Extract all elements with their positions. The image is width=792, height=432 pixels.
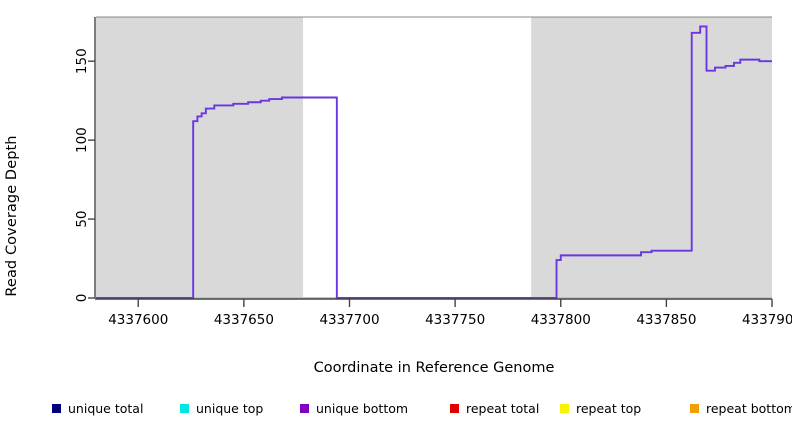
legend-item-unique-top: unique top — [180, 401, 263, 416]
legend-label: repeat bottom — [706, 400, 792, 416]
legend-swatch-icon — [560, 403, 569, 413]
x-tick-label: 4337900 — [742, 312, 792, 328]
legend-swatch-icon — [450, 403, 459, 413]
axis-layer — [94, 16, 772, 300]
legend-swatch-icon — [300, 403, 309, 413]
y-tick-label: 50 — [74, 210, 90, 227]
legend-item-repeat-total: repeat total — [450, 401, 539, 416]
shaded-regions-layer — [96, 17, 772, 298]
x-tick-label: 4337750 — [425, 312, 485, 328]
series-line-unique-bottom — [96, 25, 772, 299]
legend-label: unique bottom — [316, 400, 409, 416]
legend-label: repeat total — [466, 400, 540, 416]
x-tick-label: 4337650 — [214, 312, 274, 328]
series-layer — [96, 25, 772, 299]
legend-item-unique-bottom: unique bottom — [300, 401, 408, 416]
legend-label: unique top — [196, 400, 264, 416]
y-tick-label: 0 — [74, 294, 90, 303]
legend-label: repeat top — [576, 400, 642, 416]
y-tick-label: 100 — [74, 127, 90, 153]
legend-item-unique-total: unique total — [52, 401, 143, 416]
legend-swatch-icon — [52, 403, 61, 413]
y-tick-layer: 0 50 100 150 — [74, 48, 95, 302]
y-tick-label: 150 — [74, 48, 90, 74]
x-axis-title: Coordinate in Reference Genome — [313, 360, 555, 376]
chart-legend: unique total unique top unique bottom repea… — [0, 396, 792, 420]
x-tick-label: 4337700 — [319, 312, 379, 328]
shaded-region-left — [96, 17, 304, 298]
legend-swatch-icon — [180, 403, 189, 413]
legend-swatch-icon — [690, 403, 699, 413]
x-tick-label: 4337800 — [531, 312, 591, 328]
x-tick-label: 4337600 — [108, 312, 168, 328]
legend-label: unique total — [68, 400, 144, 416]
legend-item-repeat-bottom: repeat bottom — [690, 401, 792, 416]
legend-item-repeat-top: repeat top — [560, 401, 641, 416]
x-tick-layer: 4337600 4337650 4337700 4337750 4337800 43378… — [108, 299, 792, 328]
x-tick-label: 4337850 — [636, 312, 696, 328]
